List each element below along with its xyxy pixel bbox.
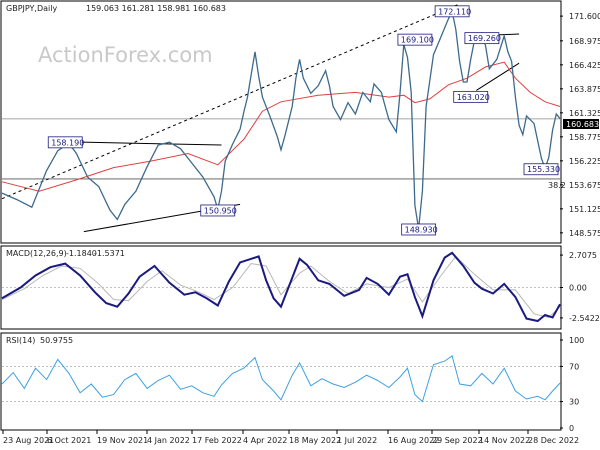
ohlc-values: 159.063 161.281 158.981 160.683	[86, 4, 226, 13]
x-tick-label: 16 Aug 2022	[388, 436, 439, 445]
x-tick-label: 19 Nov 2021	[97, 436, 148, 445]
price-annotation-label: 172.110	[438, 7, 471, 16]
rsi-layer: 100 70 30 0	[1, 336, 584, 433]
x-tick-label: 23 Aug 2021	[3, 436, 54, 445]
price-annotation-box	[397, 33, 433, 46]
price-tick-label: 156.225	[569, 157, 600, 166]
resistance-trendline	[65, 141, 222, 146]
rsi-value: 50.9755	[40, 336, 73, 345]
price-tick-label: 148.575	[569, 229, 600, 238]
price-tick-label: 171.600	[569, 12, 600, 21]
x-tick-label: 28 Dec 2022	[528, 436, 579, 445]
price-annotation-box	[47, 136, 83, 149]
price-panel-frame	[0, 0, 562, 244]
x-tick-label: 14 Nov 2022	[479, 436, 530, 445]
price-tick-label: 158.775	[569, 133, 600, 142]
price-annotation-label: 169.260	[468, 34, 501, 43]
price-annotation-label: 155.330	[527, 165, 560, 174]
x-tick-label: 6 Oct 2021	[47, 436, 91, 445]
chart-title: GBPJPY,Daily	[6, 4, 57, 13]
macd-label: MACD(12,26,9)	[6, 249, 67, 258]
rsi-tick-label: 70	[569, 362, 579, 371]
rsi-tick-label: 30	[569, 398, 579, 407]
macd-tick-label: 2.7075	[569, 251, 597, 260]
price-annotation-label: 150.950	[204, 206, 237, 215]
macd-line-value: -1.1840	[66, 249, 97, 258]
price-annotation-box	[200, 204, 236, 217]
rsi-label: RSI(14)	[6, 336, 35, 345]
price-line	[1, 9, 561, 229]
price-annotation-box	[434, 5, 470, 18]
price-annotation-label: 148.930	[405, 225, 438, 234]
macd-line	[1, 251, 561, 323]
rsi-panel-frame	[0, 332, 562, 431]
price-tick-label: 161.325	[569, 109, 600, 118]
price-annotation-box	[401, 223, 437, 236]
last-price-label: 160.683	[566, 120, 599, 129]
macd-layer: 2.7075 0.00 -2.5422	[1, 251, 600, 323]
price-tick-label: 151.125	[569, 205, 600, 214]
x-tick-label: 1 Jul 2022	[337, 436, 377, 445]
watermark: ActionForex.com	[38, 43, 213, 67]
rsi-tick-label: 0	[569, 424, 574, 433]
x-tick-label: 17 Feb 2022	[192, 436, 242, 445]
price-annotation-box	[453, 90, 489, 103]
channel-dashed-trendline	[1, 3, 460, 200]
x-tick-label: 4 Jan 2022	[147, 436, 190, 445]
x-tick-label: 4 Apr 2022	[243, 436, 287, 445]
x-tick-label: 18 May 2022	[289, 436, 341, 445]
price-tick-label: 163.875	[569, 85, 600, 94]
x-tick-label: 29 Sep 2022	[432, 436, 483, 445]
macd-signal-line	[1, 255, 561, 318]
price-tick-label: 166.425	[569, 61, 600, 70]
price-tick-label: 168.975	[569, 37, 600, 46]
price-annotation-label: 169.100	[401, 36, 434, 45]
rsi-tick-label: 100	[569, 336, 584, 345]
price-tick-label: 153.675	[569, 181, 600, 190]
price-annotation-label: 158.190	[51, 138, 84, 147]
macd-tick-label: -2.5422	[569, 314, 600, 323]
last-price-box	[563, 119, 599, 129]
macd-panel-frame	[0, 245, 562, 330]
macd-tick-label: 0.00	[569, 284, 587, 293]
rsi-line	[1, 354, 561, 403]
macd-signal-value: -1.5371	[94, 249, 125, 258]
price-annotation-box	[523, 163, 559, 176]
fib-label: 38.2	[548, 181, 566, 190]
price-annotation-label: 163.020	[457, 93, 490, 102]
price-annotation-box	[464, 32, 500, 45]
price-layer: 148.575 151.125 153.675 156.225 158.775 161.3…	[1, 3, 600, 238]
